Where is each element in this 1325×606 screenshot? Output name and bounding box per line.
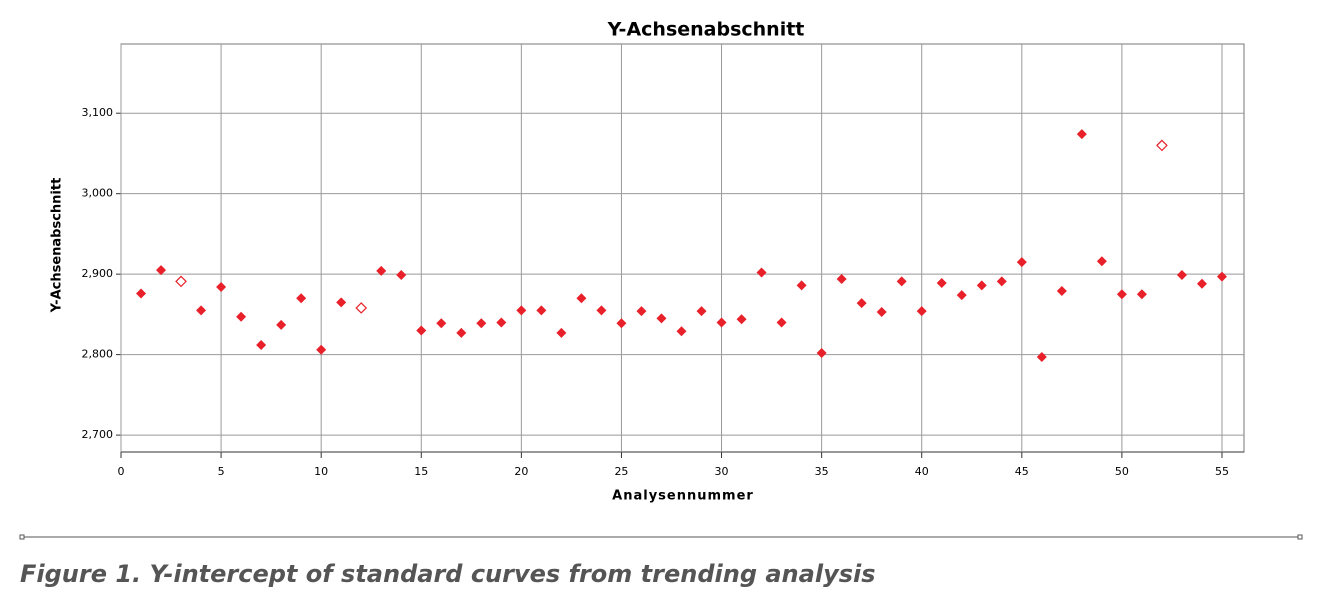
point	[936, 278, 947, 289]
point	[316, 344, 327, 355]
x-tick-label: 10	[314, 465, 328, 478]
x-tick-label: 40	[915, 465, 929, 478]
point	[616, 318, 627, 329]
point	[1076, 129, 1087, 140]
point	[1156, 139, 1168, 152]
point	[796, 280, 807, 291]
plot-area	[120, 43, 1245, 453]
point	[576, 293, 587, 304]
point	[496, 317, 507, 328]
point	[1056, 286, 1067, 297]
x-tick-label: 35	[815, 465, 829, 478]
y-axis-label: Y-Achsenabschnitt	[50, 178, 65, 314]
point	[1136, 289, 1147, 300]
y-tick-label: 2,800	[82, 348, 114, 361]
point	[656, 313, 667, 324]
point	[196, 305, 207, 316]
x-tick-label: 25	[614, 465, 628, 478]
separator-end	[19, 534, 25, 540]
point	[736, 314, 747, 325]
point	[1196, 278, 1207, 289]
point	[696, 306, 707, 317]
point	[175, 275, 187, 288]
point	[1176, 269, 1187, 280]
point	[756, 267, 767, 278]
point	[436, 318, 447, 329]
point	[716, 317, 727, 328]
point	[156, 265, 167, 276]
point	[676, 326, 687, 337]
x-tick-label: 0	[118, 465, 125, 478]
point	[476, 318, 487, 329]
point	[976, 280, 987, 291]
point	[1216, 271, 1227, 282]
point	[416, 325, 427, 336]
point	[136, 288, 147, 299]
point	[236, 311, 247, 322]
y-tick-label: 2,700	[82, 428, 114, 441]
y-tick-label: 3,100	[82, 106, 114, 119]
point	[396, 269, 407, 280]
point	[276, 319, 287, 330]
x-tick-label: 5	[218, 465, 225, 478]
x-tick-label: 20	[514, 465, 528, 478]
point	[636, 306, 647, 317]
point	[516, 305, 527, 316]
point	[996, 276, 1007, 287]
point	[876, 306, 887, 317]
point	[896, 276, 907, 287]
caption: Figure 1. Y-intercept of standard curves…	[20, 560, 876, 588]
point	[816, 348, 827, 359]
point	[1036, 352, 1047, 363]
x-tick-label: 55	[1215, 465, 1229, 478]
y-tick-label: 3,000	[82, 187, 114, 200]
point	[956, 290, 967, 301]
point	[596, 305, 607, 316]
point	[256, 339, 267, 350]
point	[296, 293, 307, 304]
point	[916, 306, 927, 317]
y-tick-label: 2,900	[82, 267, 114, 280]
chart-title: Y-Achsenabschnitt	[607, 19, 805, 41]
point	[1096, 256, 1107, 267]
x-tick-label: 30	[715, 465, 729, 478]
point	[836, 273, 847, 284]
x-tick-label: 15	[414, 465, 428, 478]
point	[1116, 289, 1127, 300]
point	[376, 265, 387, 276]
point	[1016, 257, 1027, 268]
point	[456, 327, 467, 338]
x-axis-label: Analysennummer	[612, 489, 754, 504]
point	[776, 317, 787, 328]
point	[355, 302, 368, 314]
point	[856, 298, 867, 309]
separator-end	[1297, 534, 1303, 540]
point	[336, 297, 347, 308]
x-tick-label: 45	[1015, 465, 1029, 478]
point	[556, 327, 567, 338]
x-tick-label: 50	[1115, 465, 1129, 478]
point	[536, 305, 547, 316]
point	[216, 282, 227, 293]
